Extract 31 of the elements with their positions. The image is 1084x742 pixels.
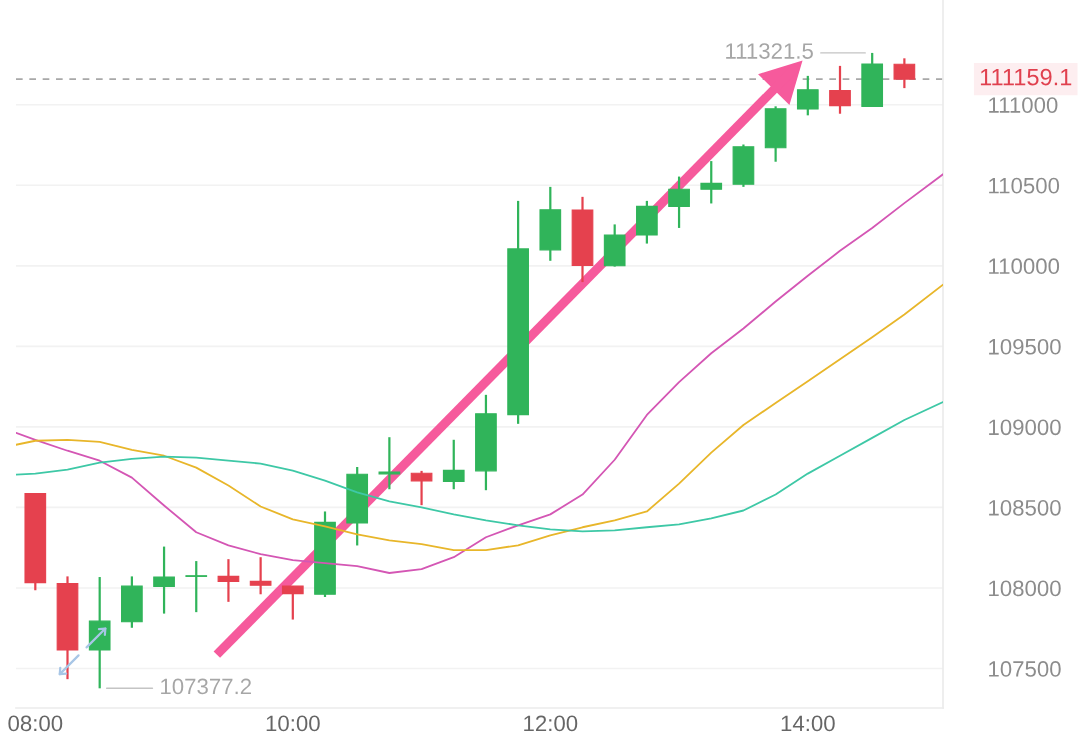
candlestick: [153, 545, 175, 615]
candlestick: [378, 436, 401, 491]
y-tick-label: 108000: [989, 580, 1061, 597]
candlestick: [668, 175, 690, 230]
candlestick: [442, 438, 465, 491]
candlestick: [893, 57, 916, 90]
y-tick-label: 109500: [989, 338, 1061, 355]
annotation: 107377.2: [161, 678, 251, 695]
y-tick-label: 109000: [989, 419, 1061, 436]
y-tick-label: 107500: [989, 661, 1061, 677]
x-tick-label: 08:00: [8, 715, 63, 732]
x-tick-label: 10:00: [266, 715, 320, 732]
y-tick-label: 110500: [989, 177, 1060, 194]
candlestick: [829, 64, 851, 115]
line-series: [16, 283, 943, 552]
candlestick: [281, 584, 304, 621]
candlestick: [410, 469, 433, 507]
y-tick-label: 111000: [989, 97, 1058, 113]
y-tick-label: 108500: [989, 499, 1061, 516]
x-tick-label: 14:00: [781, 715, 835, 732]
line-series: [16, 401, 943, 533]
candlestick: [217, 558, 240, 603]
annotation: 111321.5: [726, 43, 813, 59]
x-tick-label: 12:00: [524, 715, 578, 732]
candlestick: [796, 74, 819, 117]
y-tick-label: 110000: [989, 258, 1060, 275]
candlestick: [700, 159, 723, 205]
candlestick: [249, 556, 272, 596]
line-series: [16, 173, 943, 574]
candlestick: [185, 559, 208, 614]
ref-line-label: 111159.1: [980, 68, 1072, 86]
